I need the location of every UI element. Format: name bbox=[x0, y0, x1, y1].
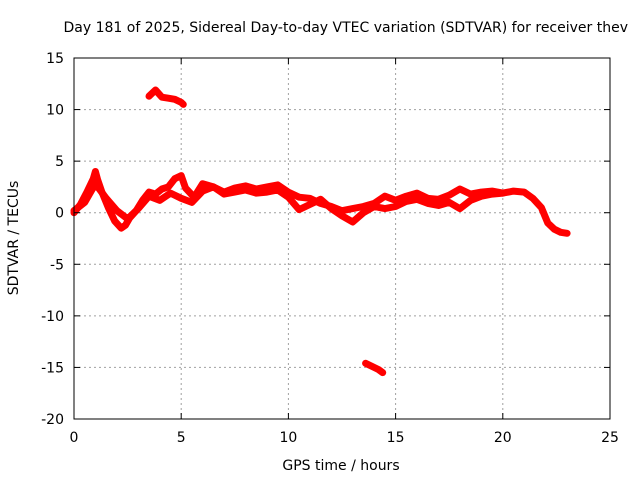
plot-frame bbox=[73, 57, 611, 420]
y-tick-label: 0 bbox=[55, 206, 64, 222]
axis-ticks bbox=[73, 57, 611, 420]
x-tick-label: 15 bbox=[387, 430, 405, 446]
series-main-trace-b bbox=[70, 180, 507, 226]
chart-title: Day 181 of 2025, Sidereal Day-to-day VTE… bbox=[64, 20, 628, 36]
series-segment-high bbox=[145, 86, 187, 108]
y-axis-label: SDTVAR / TECUs bbox=[6, 181, 22, 296]
series-main-trace-a bbox=[70, 168, 571, 237]
y-tick-label: -20 bbox=[41, 412, 64, 428]
x-tick-label: 10 bbox=[279, 430, 297, 446]
series-segment-low bbox=[362, 359, 387, 377]
data-series bbox=[70, 86, 571, 377]
x-tick-labels: 0 5 10 15 20 25 bbox=[70, 430, 619, 446]
x-tick-label: 25 bbox=[601, 430, 619, 446]
x-tick-label: 0 bbox=[70, 430, 79, 446]
y-tick-label: -10 bbox=[41, 309, 64, 325]
grid-lines bbox=[74, 58, 610, 419]
x-tick-label: 5 bbox=[177, 430, 186, 446]
y-tick-label: -15 bbox=[41, 360, 64, 376]
y-tick-label: 5 bbox=[55, 154, 64, 170]
x-tick-label: 20 bbox=[494, 430, 512, 446]
y-tick-label: 15 bbox=[46, 51, 64, 67]
y-tick-label: -5 bbox=[50, 257, 64, 273]
y-tick-labels: 15 10 5 0 -5 -10 -15 -20 bbox=[41, 51, 64, 428]
x-axis-label: GPS time / hours bbox=[282, 458, 399, 474]
y-tick-label: 10 bbox=[46, 103, 64, 119]
